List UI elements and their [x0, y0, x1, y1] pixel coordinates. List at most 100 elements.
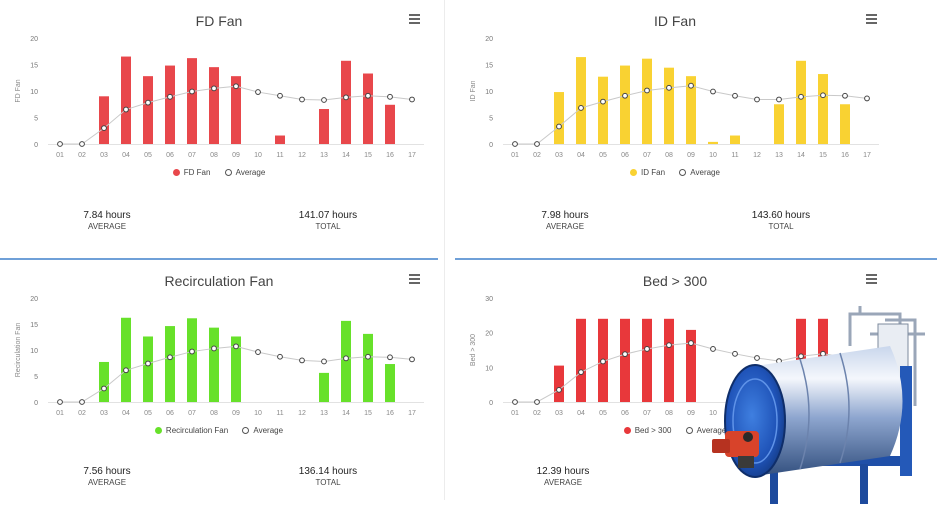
legend-item-average[interactable]: Average	[679, 168, 720, 177]
x-tick-label: 09	[687, 410, 695, 417]
bar	[796, 60, 806, 144]
y-tick-label: 0	[34, 142, 38, 149]
x-tick-label: 02	[78, 152, 86, 159]
x-tick-label: 16	[386, 152, 394, 159]
x-tick-label: 01	[511, 410, 519, 417]
average-point	[321, 358, 327, 365]
y-axis-title: Bed > 300	[470, 334, 477, 366]
y-tick-label: 15	[30, 63, 38, 70]
x-tick-label: 06	[621, 152, 629, 159]
total-label: TOTAL	[315, 222, 341, 231]
x-tick-label: 13	[320, 410, 328, 417]
x-tick-label: 06	[166, 410, 174, 417]
total-stat: 141.07 hours TOTAL	[268, 210, 388, 231]
x-tick-label: 07	[188, 152, 196, 159]
legend-item-series[interactable]: Recirculation Fan	[154, 426, 228, 435]
y-tick-label: 5	[34, 116, 38, 123]
bar	[209, 327, 219, 402]
average-label: AVERAGE	[87, 222, 127, 231]
bar	[686, 76, 696, 144]
bar	[341, 60, 351, 144]
hamburger-menu-icon[interactable]	[866, 274, 877, 285]
x-tick-label: 04	[122, 152, 130, 159]
bar	[620, 318, 630, 402]
burner	[725, 431, 759, 457]
average-point	[167, 93, 173, 100]
average-value: 12.39 hours	[536, 466, 590, 477]
legend-item-series[interactable]: ID Fan	[630, 168, 665, 177]
bar	[319, 372, 329, 402]
hamburger-menu-icon[interactable]	[866, 14, 877, 25]
x-tick-label: 13	[320, 152, 328, 159]
bar	[554, 92, 564, 144]
y-tick-label: 15	[30, 322, 38, 329]
x-tick-label: 06	[166, 152, 174, 159]
x-tick-label: 04	[577, 152, 585, 159]
average-point	[387, 93, 393, 100]
average-point	[211, 85, 217, 92]
legend-item-average[interactable]: Average	[242, 426, 283, 435]
legend-item-average[interactable]: Average	[224, 168, 265, 177]
average-point	[277, 92, 283, 99]
average-point	[732, 92, 738, 99]
x-tick-label: 17	[863, 152, 871, 159]
total-label: TOTAL	[768, 222, 794, 231]
bar	[642, 318, 652, 402]
x-tick-label: 06	[621, 410, 629, 417]
y-tick-label: 5	[489, 116, 493, 123]
bar	[231, 76, 241, 144]
average-point	[255, 89, 261, 95]
x-tick-label: 03	[555, 152, 563, 159]
x-tick-label: 07	[643, 410, 651, 417]
legend-item-series[interactable]: FD Fan	[172, 168, 210, 177]
average-point	[644, 346, 650, 352]
average-point	[343, 355, 349, 362]
x-tick-label: 10	[709, 152, 717, 159]
average-point	[512, 399, 518, 405]
recirculation-fan-panel: Recirculation Fan 0 5 10 15 20 Recirculation …	[0, 258, 438, 525]
boiler-illustration	[712, 306, 925, 504]
hamburger-menu-icon[interactable]	[409, 274, 420, 285]
x-tick-label: 15	[364, 410, 372, 417]
frame-leg	[770, 464, 778, 504]
legend-item-average[interactable]: Average	[685, 426, 726, 435]
bar	[143, 76, 153, 144]
x-tick-label: 12	[753, 152, 761, 159]
average-point	[666, 342, 672, 349]
bar	[686, 329, 696, 402]
x-tick-label: 15	[819, 152, 827, 159]
average-point	[732, 350, 738, 357]
total-value: 143.60 hours	[751, 210, 811, 221]
y-tick-label: 0	[489, 142, 493, 149]
legend-item-series[interactable]: Bed > 300	[623, 426, 671, 435]
y-tick-label: 5	[34, 374, 38, 381]
chart-title: ID Fan	[653, 13, 696, 29]
bar	[730, 135, 740, 144]
x-tick-label: 17	[408, 410, 416, 417]
average-point	[666, 84, 672, 91]
bar	[209, 67, 219, 144]
bar	[598, 76, 608, 144]
frame-leg	[860, 464, 868, 504]
bar	[774, 104, 784, 144]
average-label: AVERAGE	[87, 478, 127, 487]
x-tick-label: 01	[511, 152, 519, 159]
x-tick-label: 08	[665, 410, 673, 417]
x-tick-label: 09	[232, 152, 240, 159]
hamburger-menu-icon[interactable]	[409, 14, 420, 25]
x-tick-label: 08	[210, 152, 218, 159]
x-tick-label: 16	[386, 410, 394, 417]
x-tick-label: 03	[100, 152, 108, 159]
average-point	[233, 343, 239, 350]
y-axis-title: FD Fan	[15, 79, 22, 102]
average-value: 7.84 hours	[83, 210, 131, 221]
bar	[187, 318, 197, 402]
average-point	[233, 83, 239, 90]
boiler-front-face	[724, 364, 786, 478]
bar	[642, 58, 652, 144]
legend-ring-icon	[242, 427, 250, 434]
average-point	[409, 356, 415, 363]
chart-title: Recirculation Fan	[164, 273, 274, 289]
